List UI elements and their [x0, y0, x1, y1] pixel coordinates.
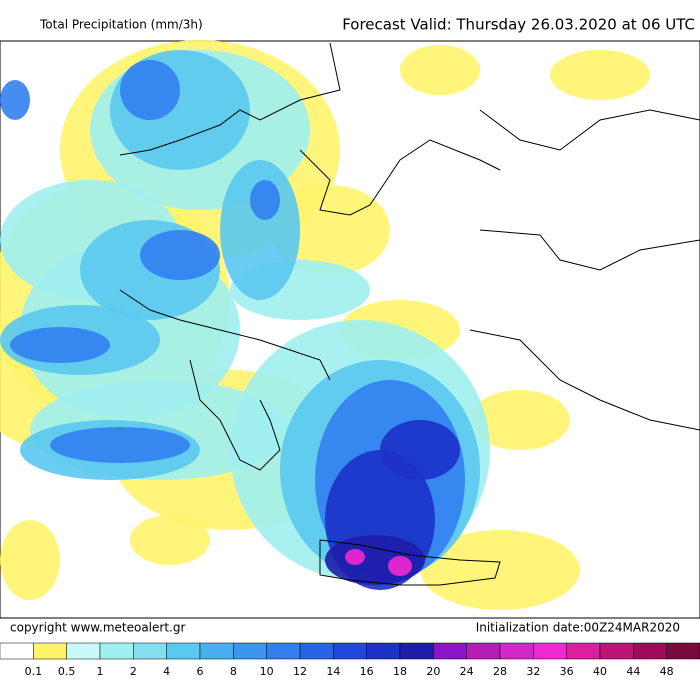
coastline: [119, 42, 341, 156]
forecast-time: Forecast Valid: Thursday 26.03.2020 at 0…: [342, 16, 695, 34]
colorbar-label: 40: [593, 665, 607, 678]
precip-area: [0, 80, 30, 120]
colorbar-label: 20: [426, 665, 440, 678]
color-swatch: [633, 642, 667, 660]
colorbar-label: 6: [197, 665, 204, 678]
coastline: [189, 359, 281, 471]
color-swatch: [299, 642, 334, 660]
precipitation-field: [0, 40, 650, 610]
colorbar-label: 28: [493, 665, 507, 678]
color-swatch: [233, 642, 267, 660]
color-swatch: [199, 642, 234, 660]
colorbar-label: 24: [460, 665, 474, 678]
colorbar-label: 2: [130, 665, 137, 678]
color-swatch: [99, 642, 134, 660]
colorbar-label: 14: [326, 665, 340, 678]
precip-area: [50, 427, 190, 463]
precip-area: [400, 45, 480, 95]
precip-area: [380, 420, 460, 480]
coastline: [479, 229, 700, 271]
colorbar-label: 1: [97, 665, 104, 678]
precip-area: [120, 60, 180, 120]
color-swatch: [133, 642, 167, 660]
color-swatch: [466, 642, 501, 660]
color-swatch: [0, 642, 34, 660]
colorbar-label: 32: [526, 665, 540, 678]
coastlines: [119, 42, 700, 586]
coastline: [319, 539, 501, 586]
precip-area: [0, 520, 60, 600]
color-swatch: [666, 642, 700, 660]
color-swatch: [266, 642, 301, 660]
precip-area: [550, 50, 650, 100]
copyright: copyright www.meteoalert.gr: [10, 621, 185, 635]
color-swatch: [533, 642, 567, 660]
precip-area: [140, 230, 220, 280]
precip-area: [220, 160, 300, 300]
precip-area: [388, 556, 412, 576]
colorbar-label: 10: [260, 665, 274, 678]
colorbar-label: 18: [393, 665, 407, 678]
color-swatch: [166, 642, 201, 660]
coastline: [479, 109, 700, 151]
colorbar-label: 4: [163, 665, 170, 678]
init-date: Initialization date:00Z24MAR2020: [476, 621, 680, 635]
colorbar-label: 12: [293, 665, 307, 678]
colorbar: 0.1 0.5 1 2 4 6 8 10 12 14 16 18 20 24 28 32 36 40 44 48: [0, 642, 700, 678]
color-swatch: [566, 642, 601, 660]
coastline: [469, 329, 700, 431]
colorbar-label: 8: [230, 665, 237, 678]
map-title: Total Precipitation (mm/3h): [39, 18, 203, 32]
precip-area: [130, 515, 210, 565]
colorbar-label: 44: [626, 665, 640, 678]
colorbar-label: 48: [660, 665, 674, 678]
color-swatch: [499, 642, 534, 660]
colorbar-label: 0.5: [58, 665, 76, 678]
coastline: [119, 289, 331, 381]
color-swatch: [33, 642, 67, 660]
colorbar-label: 0.1: [25, 665, 43, 678]
precip-area: [10, 327, 110, 363]
colorbar-label: 16: [360, 665, 374, 678]
color-swatch: [66, 642, 101, 660]
coastline: [299, 139, 501, 216]
precip-area: [345, 549, 365, 565]
color-swatch: [433, 642, 467, 660]
color-swatch: [399, 642, 434, 660]
precip-area: [470, 390, 570, 450]
color-swatch: [333, 642, 367, 660]
color-swatch: [599, 642, 634, 660]
precip-area: [250, 180, 280, 220]
color-swatch: [366, 642, 401, 660]
precip-area: [420, 530, 580, 610]
colorbar-label: 36: [560, 665, 574, 678]
